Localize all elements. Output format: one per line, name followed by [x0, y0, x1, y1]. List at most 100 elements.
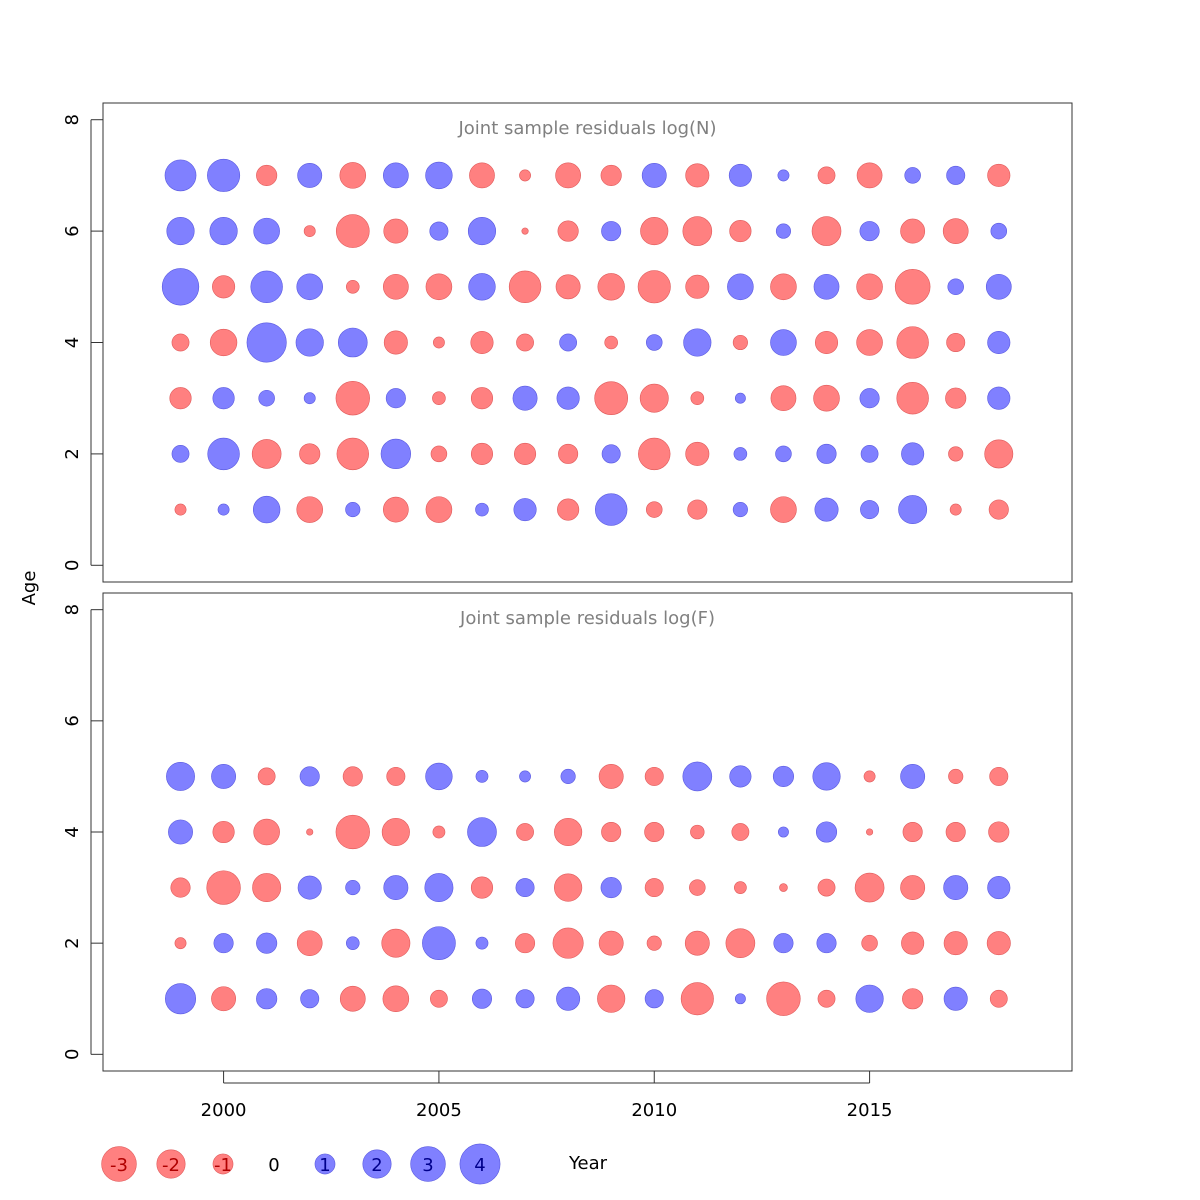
- residual-bubble: [685, 274, 710, 299]
- residual-bubble: [519, 169, 531, 182]
- residual-bubble: [337, 327, 368, 358]
- residual-bubble: [988, 821, 1010, 843]
- residual-bubble: [386, 766, 406, 786]
- residual-bubble: [987, 163, 1011, 187]
- residual-bubble: [335, 381, 370, 416]
- residual-bubble: [597, 984, 626, 1013]
- residual-bubble: [300, 989, 320, 1009]
- residual-bubble: [690, 391, 705, 405]
- residual-bubble: [855, 984, 884, 1013]
- residual-bubble: [732, 502, 748, 518]
- residual-bubble: [552, 927, 584, 959]
- legend-bubble: [362, 1149, 392, 1179]
- residual-bubble: [646, 501, 663, 518]
- residual-bubble: [470, 387, 494, 410]
- residual-bubble: [604, 335, 618, 350]
- residual-bubble: [470, 876, 494, 899]
- residual-bubble: [898, 495, 928, 525]
- residual-bubble: [166, 761, 195, 791]
- residual-bubble: [682, 761, 713, 792]
- residual-bubble: [253, 818, 280, 846]
- residual-bubble: [817, 989, 836, 1008]
- legend-bubble: [156, 1149, 186, 1179]
- residual-bubble: [515, 989, 535, 1009]
- residual-bubble: [854, 872, 885, 903]
- y-tick-label: 4: [62, 337, 83, 348]
- residual-bubble: [211, 986, 237, 1012]
- residual-bubble: [425, 762, 453, 791]
- residual-bubble: [638, 437, 671, 471]
- legend-label: 2: [371, 1155, 382, 1176]
- residual-bubble: [469, 162, 495, 189]
- residual-bubble: [689, 879, 706, 896]
- residual-bubble: [429, 221, 449, 241]
- residual-bubble: [212, 387, 235, 410]
- residual-bubble: [381, 817, 410, 847]
- residual-bubble: [986, 931, 1011, 956]
- residual-bubble: [989, 989, 1008, 1008]
- panel-title: Joint sample residuals log(N): [457, 118, 716, 139]
- residual-bubble: [900, 763, 926, 789]
- residual-bubble: [430, 989, 448, 1008]
- residual-bubble: [989, 766, 1009, 786]
- residual-bubble: [948, 446, 964, 462]
- residual-bubble: [901, 442, 925, 466]
- residual-bubble: [734, 392, 746, 404]
- legend-bubble: [212, 1153, 234, 1175]
- residual-bubble: [943, 931, 968, 956]
- residual-bubble: [303, 392, 316, 405]
- residual-bubble: [644, 821, 665, 843]
- residual-bubble: [470, 330, 494, 355]
- residual-bubble: [339, 985, 366, 1012]
- residual-bubble: [732, 334, 748, 351]
- residual-bubble: [559, 333, 577, 352]
- residual-bubble: [174, 937, 187, 950]
- residual-bubble: [306, 828, 314, 836]
- residual-bubble: [161, 268, 200, 306]
- residual-bubble: [475, 770, 489, 783]
- residual-bubble: [557, 220, 579, 242]
- plot-frame: [102, 592, 1073, 1072]
- residual-bubble: [902, 988, 924, 1010]
- residual-bubble: [948, 768, 964, 784]
- legend-label: -1: [214, 1155, 232, 1176]
- residual-bubble: [984, 439, 1014, 469]
- residual-bubble: [900, 218, 926, 244]
- residual-bubble: [860, 445, 879, 463]
- residual-bubble: [644, 766, 664, 786]
- residual-bubble: [904, 167, 921, 184]
- panel-title: Joint sample residuals log(F): [459, 608, 715, 629]
- residual-bubble: [556, 386, 580, 410]
- residual-bubble: [775, 445, 792, 463]
- residual-bubble: [475, 502, 489, 517]
- residual-bubble: [856, 162, 883, 189]
- residual-bubble: [213, 933, 234, 954]
- residual-bubble: [560, 768, 576, 784]
- residual-bubble: [859, 221, 880, 242]
- legend-bubble: [101, 1146, 137, 1182]
- residual-bubble: [644, 878, 664, 898]
- residual-bubble: [342, 766, 363, 787]
- residual-bubble: [770, 273, 797, 301]
- residual-bubble: [685, 441, 710, 466]
- residual-bubble: [471, 988, 493, 1009]
- residual-bubble: [863, 770, 876, 783]
- x-tick-label: 2010: [631, 1100, 677, 1121]
- residual-bubble: [817, 878, 836, 897]
- residual-bubble: [894, 269, 931, 305]
- residual-bubble: [339, 162, 367, 189]
- residual-bubble: [815, 821, 838, 843]
- residual-bubble: [168, 819, 193, 845]
- residual-bubble: [555, 162, 581, 189]
- residual-bubble: [639, 383, 669, 413]
- residual-bubble: [171, 333, 190, 352]
- residual-bubble: [380, 438, 412, 470]
- residual-bubble: [425, 273, 453, 301]
- y-tick-label: 8: [62, 604, 83, 615]
- residual-bubble: [778, 826, 789, 838]
- residual-bubble: [856, 273, 883, 301]
- residual-bubble: [252, 873, 282, 903]
- x-tick-label: 2005: [416, 1100, 462, 1121]
- residual-bubble: [896, 382, 929, 415]
- residual-bubble: [554, 873, 583, 902]
